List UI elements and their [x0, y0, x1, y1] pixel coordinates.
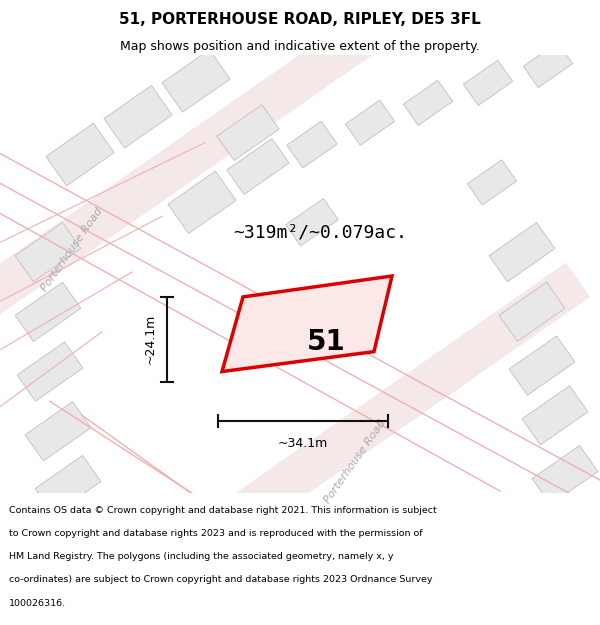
- Text: Porterhouse Road: Porterhouse Road: [40, 206, 104, 292]
- Polygon shape: [15, 222, 81, 282]
- Text: to Crown copyright and database rights 2023 and is reproduced with the permissio: to Crown copyright and database rights 2…: [9, 529, 422, 538]
- Text: Map shows position and indicative extent of the property.: Map shows position and indicative extent…: [120, 39, 480, 52]
- Text: 100026316.: 100026316.: [9, 599, 66, 608]
- Polygon shape: [499, 282, 565, 341]
- Polygon shape: [489, 222, 555, 282]
- Polygon shape: [509, 336, 575, 395]
- Polygon shape: [162, 49, 230, 112]
- Polygon shape: [286, 199, 338, 246]
- Polygon shape: [17, 342, 83, 401]
- Text: ~24.1m: ~24.1m: [144, 314, 157, 364]
- Polygon shape: [463, 60, 512, 106]
- Polygon shape: [467, 160, 517, 205]
- Polygon shape: [346, 100, 395, 145]
- Polygon shape: [523, 42, 572, 88]
- Text: 51, PORTERHOUSE ROAD, RIPLEY, DE5 3FL: 51, PORTERHOUSE ROAD, RIPLEY, DE5 3FL: [119, 12, 481, 27]
- Polygon shape: [15, 282, 81, 341]
- Polygon shape: [522, 386, 588, 445]
- Polygon shape: [0, 19, 375, 350]
- Text: HM Land Registry. The polygons (including the associated geometry, namely x, y: HM Land Registry. The polygons (includin…: [9, 552, 394, 561]
- Polygon shape: [287, 121, 337, 168]
- Polygon shape: [222, 276, 392, 371]
- Polygon shape: [217, 105, 279, 161]
- Text: Porterhouse Road: Porterhouse Road: [322, 418, 388, 505]
- Polygon shape: [104, 86, 172, 148]
- Polygon shape: [168, 171, 236, 234]
- Polygon shape: [403, 80, 452, 126]
- Polygon shape: [25, 402, 91, 461]
- Polygon shape: [227, 139, 289, 194]
- Text: ~34.1m: ~34.1m: [278, 438, 328, 450]
- Text: ~319m²/~0.079ac.: ~319m²/~0.079ac.: [233, 223, 407, 241]
- Polygon shape: [46, 123, 114, 186]
- Polygon shape: [532, 446, 598, 504]
- Text: Contains OS data © Crown copyright and database right 2021. This information is : Contains OS data © Crown copyright and d…: [9, 506, 437, 515]
- Text: co-ordinates) are subject to Crown copyright and database rights 2023 Ordnance S: co-ordinates) are subject to Crown copyr…: [9, 576, 433, 584]
- Text: 51: 51: [307, 328, 345, 356]
- Polygon shape: [140, 262, 590, 594]
- Polygon shape: [35, 456, 101, 514]
